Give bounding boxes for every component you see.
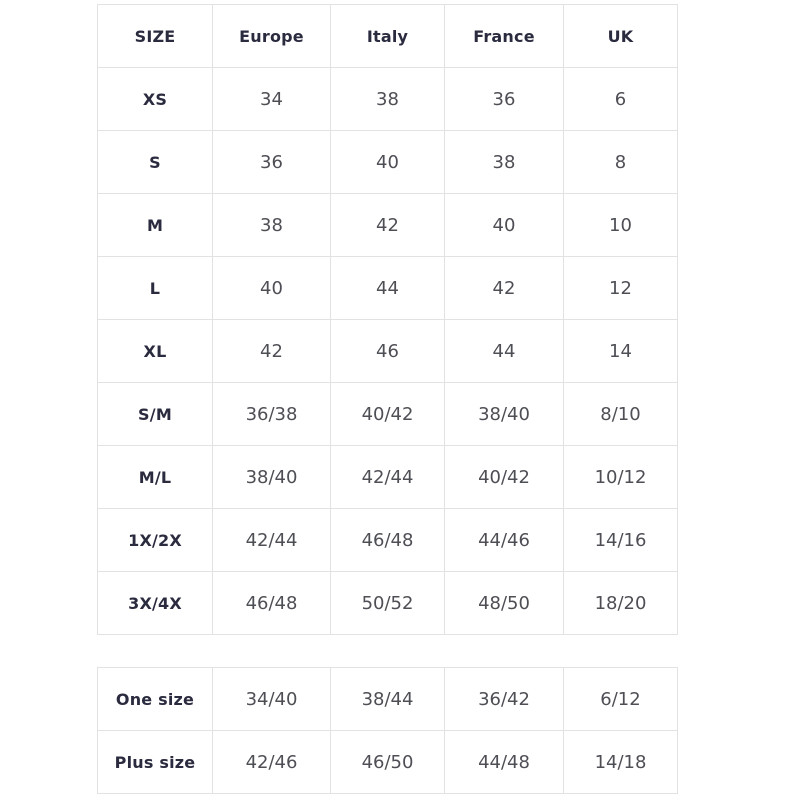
size-label: M/L: [97, 445, 213, 509]
table-row-m: M 38 42 40 10: [97, 193, 678, 257]
size-label: XL: [97, 319, 213, 383]
table-row-one-size: One size 34/40 38/44 36/42 6/12: [97, 667, 678, 731]
france-value: 44: [444, 319, 564, 383]
france-value: 38: [444, 130, 564, 194]
europe-value: 36: [212, 130, 331, 194]
size-label: One size: [97, 667, 213, 731]
column-header-uk: UK: [563, 4, 678, 68]
table-row-s-m: S/M 36/38 40/42 38/40 8/10: [97, 382, 678, 446]
italy-value: 42/44: [330, 445, 445, 509]
italy-value: 40/42: [330, 382, 445, 446]
italy-value: 50/52: [330, 571, 445, 635]
europe-value: 38: [212, 193, 331, 257]
table-row-3x-4x: 3X/4X 46/48 50/52 48/50 18/20: [97, 571, 678, 635]
europe-value: 40: [212, 256, 331, 320]
italy-value: 42: [330, 193, 445, 257]
italy-value: 40: [330, 130, 445, 194]
europe-value: 34/40: [212, 667, 331, 731]
europe-value: 36/38: [212, 382, 331, 446]
table-row-s: S 36 40 38 8: [97, 130, 678, 194]
france-value: 36/42: [444, 667, 564, 731]
france-value: 44/46: [444, 508, 564, 572]
uk-value: 14: [563, 319, 678, 383]
italy-value: 46: [330, 319, 445, 383]
uk-value: 18/20: [563, 571, 678, 635]
size-label: S: [97, 130, 213, 194]
column-header-italy: Italy: [330, 4, 445, 68]
column-header-size: SIZE: [97, 4, 213, 68]
size-label: S/M: [97, 382, 213, 446]
italy-value: 46/50: [330, 730, 445, 794]
europe-value: 42/46: [212, 730, 331, 794]
size-label: XS: [97, 67, 213, 131]
france-value: 38/40: [444, 382, 564, 446]
uk-value: 14/18: [563, 730, 678, 794]
header-row: SIZE Europe Italy France UK: [97, 4, 678, 68]
europe-value: 42/44: [212, 508, 331, 572]
europe-value: 42: [212, 319, 331, 383]
uk-value: 10/12: [563, 445, 678, 509]
uk-value: 8/10: [563, 382, 678, 446]
france-value: 48/50: [444, 571, 564, 635]
uk-value: 14/16: [563, 508, 678, 572]
france-value: 42: [444, 256, 564, 320]
europe-value: 38/40: [212, 445, 331, 509]
uk-value: 6: [563, 67, 678, 131]
special-sizes-table: One size 34/40 38/44 36/42 6/12 Plus siz…: [97, 667, 678, 794]
france-value: 40: [444, 193, 564, 257]
size-label: L: [97, 256, 213, 320]
france-value: 40/42: [444, 445, 564, 509]
size-label: M: [97, 193, 213, 257]
table-row-xl: XL 42 46 44 14: [97, 319, 678, 383]
table-row-1x-2x: 1X/2X 42/44 46/48 44/46 14/16: [97, 508, 678, 572]
column-header-europe: Europe: [212, 4, 331, 68]
europe-value: 46/48: [212, 571, 331, 635]
france-value: 44/48: [444, 730, 564, 794]
size-conversion-guide: SIZE Europe Italy France UK XS 34 38 36 …: [97, 4, 678, 794]
france-value: 36: [444, 67, 564, 131]
table-row-plus-size: Plus size 42/46 46/50 44/48 14/18: [97, 730, 678, 794]
table-row-m-l: M/L 38/40 42/44 40/42 10/12: [97, 445, 678, 509]
size-conversion-table: SIZE Europe Italy France UK XS 34 38 36 …: [97, 4, 678, 635]
uk-value: 8: [563, 130, 678, 194]
table-row-l: L 40 44 42 12: [97, 256, 678, 320]
uk-value: 6/12: [563, 667, 678, 731]
column-header-france: France: [444, 4, 564, 68]
uk-value: 10: [563, 193, 678, 257]
italy-value: 38/44: [330, 667, 445, 731]
size-label: 1X/2X: [97, 508, 213, 572]
italy-value: 46/48: [330, 508, 445, 572]
uk-value: 12: [563, 256, 678, 320]
size-label: 3X/4X: [97, 571, 213, 635]
italy-value: 38: [330, 67, 445, 131]
size-label: Plus size: [97, 730, 213, 794]
table-row-xs: XS 34 38 36 6: [97, 67, 678, 131]
europe-value: 34: [212, 67, 331, 131]
italy-value: 44: [330, 256, 445, 320]
